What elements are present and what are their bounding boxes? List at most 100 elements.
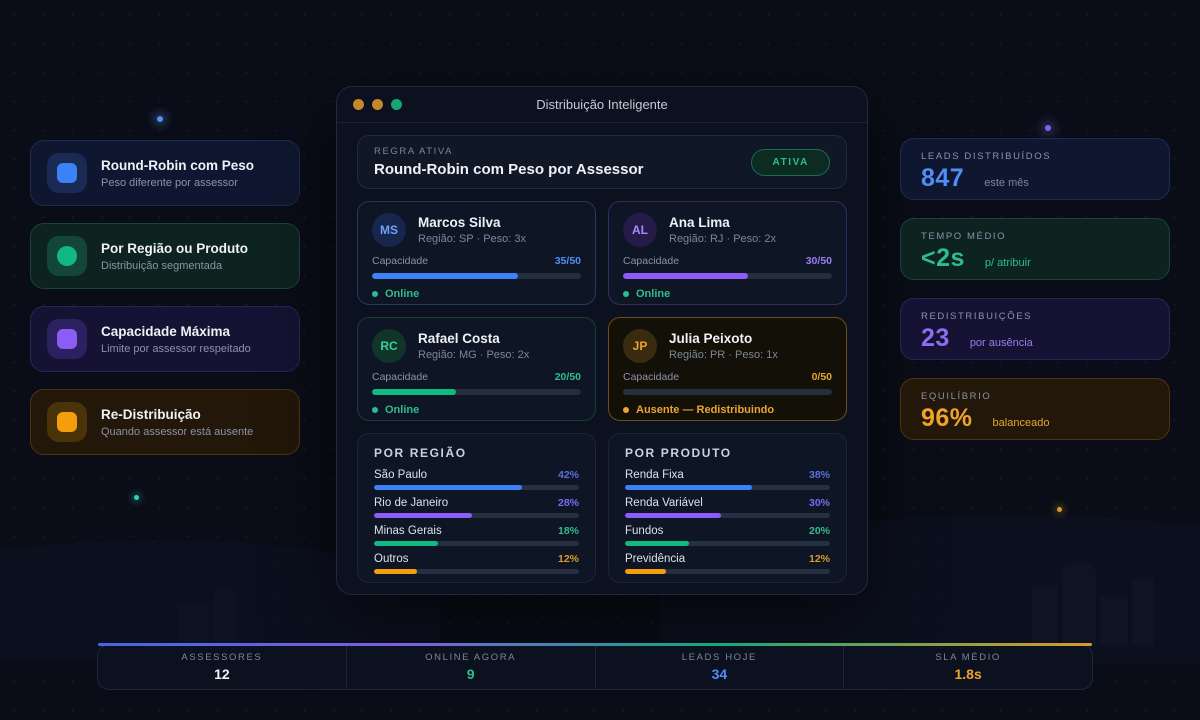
background-building bbox=[214, 589, 236, 645]
status-text: Online bbox=[385, 288, 420, 300]
method-title: Round-Robin com Peso bbox=[101, 157, 254, 173]
summary-value: 34 bbox=[711, 666, 728, 682]
capacity-bar-fill bbox=[372, 273, 519, 279]
capacity-value: 30/50 bbox=[805, 255, 832, 267]
summary-label: LEADS HOJE bbox=[681, 652, 757, 663]
product-bar-fill bbox=[625, 513, 722, 518]
capacity-value: 20/50 bbox=[554, 371, 581, 383]
avatar: AL bbox=[623, 213, 657, 247]
summary-value: 1.8s bbox=[954, 666, 982, 682]
status-text: Online bbox=[636, 288, 671, 300]
region-percent: 18% bbox=[557, 525, 579, 537]
region-bar-fill bbox=[374, 569, 418, 574]
capacity-bar bbox=[372, 389, 581, 395]
online-dot-icon bbox=[372, 291, 378, 297]
particle-purple bbox=[1045, 125, 1051, 131]
region-bar bbox=[374, 541, 579, 546]
background-building bbox=[1062, 563, 1096, 645]
product-row: Fundos 20% bbox=[625, 525, 830, 546]
stat-card-redistribuicoes: REDISTRIBUIÇÕES 23 por ausência bbox=[900, 298, 1170, 360]
window-title: Distribuição Inteligente bbox=[536, 97, 668, 112]
method-subtitle: Peso diferente por assessor bbox=[101, 176, 238, 189]
advisor-meta: Região: MG · Peso: 2x bbox=[418, 349, 530, 361]
background-building bbox=[1032, 587, 1058, 645]
stat-label: REDISTRIBUIÇÕES bbox=[921, 311, 1033, 322]
stat-card-equilibrio: EQUILÍBRIO 96% balanceado bbox=[900, 378, 1170, 440]
summary-assessores: ASSESSORES 12 bbox=[98, 645, 346, 689]
product-bar bbox=[625, 569, 830, 574]
method-list: Round-Robin com Peso Peso diferente por … bbox=[30, 140, 300, 455]
product-percent: 12% bbox=[808, 553, 830, 565]
product-percent: 20% bbox=[808, 525, 830, 537]
advisor-grid: MS Marcos Silva Região: SP · Peso: 3x Ca… bbox=[357, 201, 847, 421]
region-percent: 42% bbox=[557, 469, 579, 481]
advisor-card-ana-lima[interactable]: AL Ana Lima Região: RJ · Peso: 2x Capaci… bbox=[608, 201, 847, 305]
particle-amber bbox=[1057, 507, 1062, 512]
avatar: JP bbox=[623, 329, 657, 363]
capacity-bar bbox=[372, 273, 581, 279]
product-row: Renda Fixa 38% bbox=[625, 469, 830, 490]
capacity-value: 0/50 bbox=[811, 371, 832, 383]
method-card-redistribution[interactable]: Re-Distribuição Quando assessor está aus… bbox=[30, 389, 300, 455]
stat-suffix: este mês bbox=[984, 177, 1029, 189]
rule-label: REGRA ATIVA bbox=[374, 146, 454, 157]
advisor-card-marcos-silva[interactable]: MS Marcos Silva Região: SP · Peso: 3x Ca… bbox=[357, 201, 596, 305]
capacity-bar bbox=[623, 273, 832, 279]
method-subtitle: Limite por assessor respeitado bbox=[101, 342, 251, 355]
region-label: São Paulo bbox=[374, 469, 428, 481]
window-content: REGRA ATIVA Round-Robin com Peso por Ass… bbox=[337, 123, 867, 597]
method-subtitle: Quando assessor está ausente bbox=[101, 425, 254, 438]
method-card-region-product[interactable]: Por Região ou Produto Distribuição segme… bbox=[30, 223, 300, 289]
stat-suffix: p/ atribuir bbox=[984, 257, 1031, 269]
product-label: Fundos bbox=[625, 525, 664, 537]
redistribution-icon bbox=[47, 402, 87, 442]
stat-card-tempo-medio: TEMPO MÉDIO <2s p/ atribuir bbox=[900, 218, 1170, 280]
stat-value: 96% bbox=[921, 404, 973, 432]
advisor-card-julia-peixoto[interactable]: JP Julia Peixoto Região: PR · Peso: 1x C… bbox=[608, 317, 847, 421]
product-bar-fill bbox=[625, 541, 689, 546]
max-capacity-icon bbox=[47, 319, 87, 359]
region-bar-fill bbox=[374, 541, 438, 546]
window-control-dot-icon[interactable] bbox=[391, 99, 402, 110]
capacity-value: 35/50 bbox=[554, 255, 581, 267]
avatar: MS bbox=[372, 213, 406, 247]
background-building bbox=[178, 605, 208, 645]
region-label: Rio de Janeiro bbox=[374, 497, 449, 509]
by-product-panel: POR PRODUTO Renda Fixa 38% Renda Variáve… bbox=[608, 433, 847, 583]
summary-sla-medio: SLA MÉDIO 1.8s bbox=[843, 645, 1092, 689]
stat-card-leads-distribuidos: LEADS DISTRIBUÍDOS 847 este mês bbox=[900, 138, 1170, 200]
region-label: Outros bbox=[374, 553, 409, 565]
window-control-dot-icon[interactable] bbox=[353, 99, 364, 110]
particle-blue bbox=[157, 116, 163, 122]
summary-value: 12 bbox=[214, 666, 230, 682]
stat-suffix: balanceado bbox=[992, 417, 1050, 429]
avatar: RC bbox=[372, 329, 406, 363]
summary-label: ASSESSORES bbox=[181, 652, 263, 663]
advisor-meta: Região: PR · Peso: 1x bbox=[669, 349, 778, 361]
active-badge[interactable]: ATIVA bbox=[751, 148, 830, 176]
online-dot-icon bbox=[623, 291, 629, 297]
window-controls bbox=[353, 99, 402, 110]
method-card-max-capacity[interactable]: Capacidade Máxima Limite por assessor re… bbox=[30, 306, 300, 372]
window-control-dot-icon[interactable] bbox=[372, 99, 383, 110]
absent-dot-icon bbox=[623, 407, 629, 413]
capacity-bar-fill bbox=[372, 389, 456, 395]
advisor-status: Online bbox=[623, 288, 832, 300]
advisor-name: Marcos Silva bbox=[418, 215, 501, 230]
advisor-status: Online bbox=[372, 404, 581, 416]
region-product-icon bbox=[47, 236, 87, 276]
region-row: Minas Gerais 18% bbox=[374, 525, 579, 546]
summary-label: SLA MÉDIO bbox=[935, 652, 1001, 663]
stat-value: 23 bbox=[921, 324, 950, 352]
method-card-round-robin[interactable]: Round-Robin com Peso Peso diferente por … bbox=[30, 140, 300, 206]
method-subtitle: Distribuição segmentada bbox=[101, 259, 223, 272]
region-bar-fill bbox=[374, 485, 522, 490]
product-row: Renda Variável 30% bbox=[625, 497, 830, 518]
product-percent: 30% bbox=[808, 497, 830, 509]
capacity-bar bbox=[623, 389, 832, 395]
advisor-card-rafael-costa[interactable]: RC Rafael Costa Região: MG · Peso: 2x Ca… bbox=[357, 317, 596, 421]
status-text: Ausente — Redistribuindo bbox=[636, 404, 775, 416]
region-row: São Paulo 42% bbox=[374, 469, 579, 490]
product-bar bbox=[625, 485, 830, 490]
active-rule-panel: REGRA ATIVA Round-Robin com Peso por Ass… bbox=[357, 135, 847, 189]
